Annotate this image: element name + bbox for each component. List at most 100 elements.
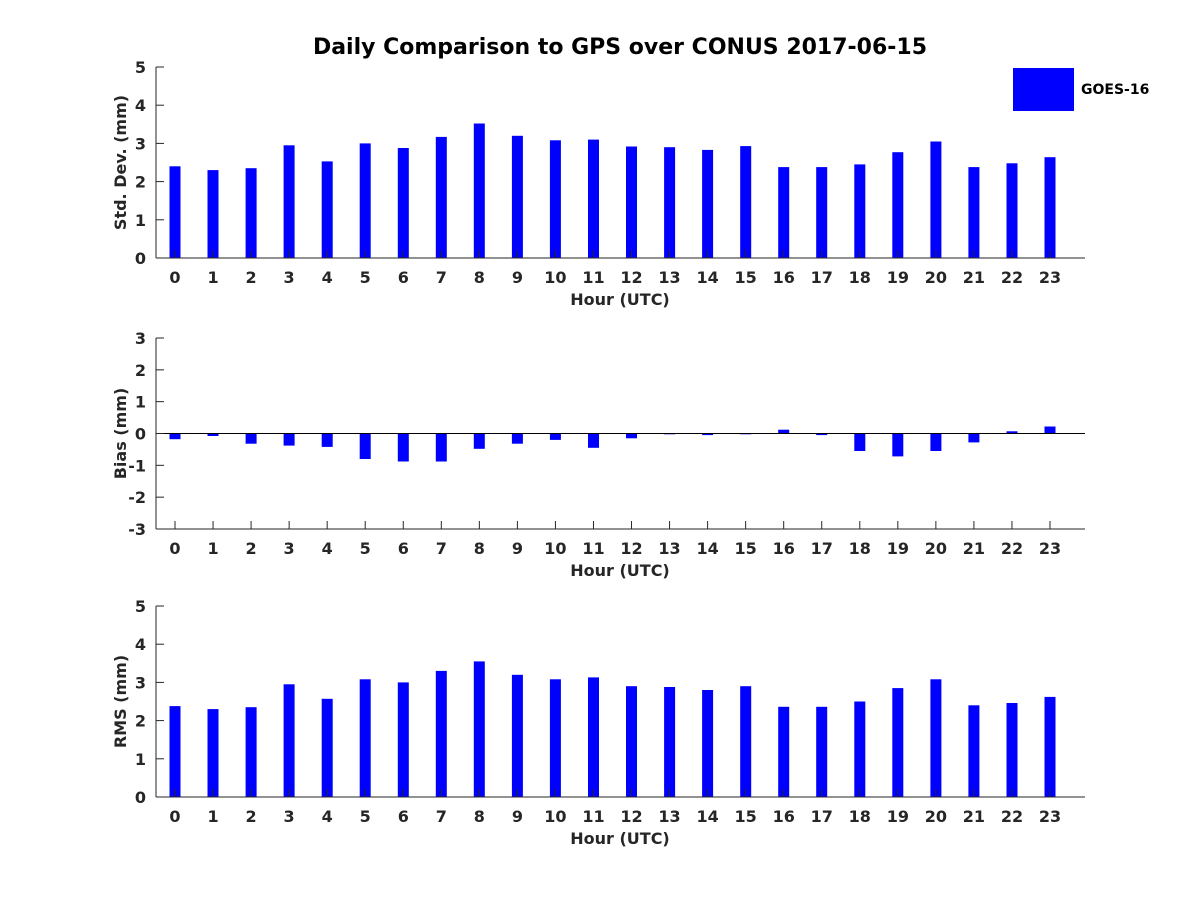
bias-bar-hour-17	[816, 433, 828, 436]
std-dev-bar-hour-20	[930, 141, 942, 258]
rms-y-tick-label: 5	[135, 597, 146, 616]
bias-bar-hour-0	[169, 433, 181, 440]
rms-bar-hour-10	[549, 679, 561, 797]
std-dev-x-tick-label: 9	[512, 268, 523, 287]
std-dev-bar-hour-19	[892, 152, 904, 258]
std-dev-bar-hour-9	[511, 135, 523, 258]
std-dev-x-tick-label: 13	[658, 268, 680, 287]
std-dev-x-tick-label: 18	[849, 268, 871, 287]
rms-bar-hour-13	[664, 687, 676, 797]
std-dev-y-tick-label: 5	[135, 58, 146, 77]
rms-x-tick-label: 2	[246, 807, 257, 826]
std-dev-x-tick-label: 21	[963, 268, 985, 287]
std-dev-bar-hour-6	[397, 148, 409, 258]
rms-bar-hour-1	[207, 709, 219, 797]
std-dev-bar-hour-4	[321, 161, 333, 258]
std-dev-x-tick-label: 4	[322, 268, 333, 287]
bias-x-tick-label: 12	[620, 539, 642, 558]
rms-bar-hour-0	[169, 706, 181, 797]
std-dev-bar-hour-18	[854, 164, 866, 258]
std-dev-bar-hour-12	[626, 146, 637, 258]
bias-x-tick-label: 0	[169, 539, 180, 558]
std-dev-bar-hour-5	[359, 143, 371, 258]
bias-bar-hour-6	[397, 433, 409, 462]
legend-swatch-goes-16	[1013, 68, 1074, 111]
rms-x-tick-label: 7	[436, 807, 447, 826]
bias-bar-hour-7	[435, 433, 447, 462]
std-dev-bar-hour-22	[1006, 163, 1018, 258]
std-dev-bar-hour-17	[816, 167, 828, 258]
rms-x-tick-label: 1	[207, 807, 218, 826]
rms-bar-hour-22	[1006, 703, 1018, 797]
bias-y-tick-label: -3	[128, 520, 146, 539]
rms-bar-hour-16	[778, 706, 790, 797]
std-dev-x-tick-label: 12	[620, 268, 642, 287]
rms-y-tick-label: 4	[135, 635, 146, 654]
rms-x-tick-label: 19	[887, 807, 909, 826]
bias-bar-hour-5	[359, 433, 371, 459]
std-dev-bar-hour-14	[702, 149, 714, 258]
rms-bar-hour-23	[1044, 696, 1056, 797]
bias-bar-hour-16	[778, 429, 790, 434]
std-dev-x-tick-label: 10	[544, 268, 566, 287]
bias-x-tick-label: 10	[544, 539, 566, 558]
std-dev-x-tick-label: 7	[436, 268, 447, 287]
std-dev-x-tick-label: 23	[1039, 268, 1061, 287]
rms-bar-hour-20	[930, 679, 942, 797]
rms-x-tick-label: 0	[169, 807, 180, 826]
std-dev-y-tick-label: 1	[135, 211, 146, 230]
std-dev-bar-hour-16	[778, 167, 790, 258]
std-dev-x-tick-label: 15	[735, 268, 757, 287]
rms-bar-hour-7	[435, 670, 447, 797]
std-dev-y-tick-label: 3	[135, 134, 146, 153]
bias-x-tick-label: 6	[398, 539, 409, 558]
std-dev-bar-hour-8	[473, 123, 485, 258]
std-dev-x-tick-label: 3	[284, 268, 295, 287]
rms-bar-hour-12	[626, 686, 637, 797]
bias-y-tick-label: 1	[135, 393, 146, 412]
bias-x-tick-label: 13	[658, 539, 680, 558]
std-dev-x-tick-label: 14	[696, 268, 718, 287]
bias-bar-hour-23	[1044, 426, 1056, 434]
bias-x-tick-label: 15	[735, 539, 757, 558]
std-dev-x-tick-label: 19	[887, 268, 909, 287]
bias-x-axis-label: Hour (UTC)	[570, 561, 670, 580]
bias-x-tick-label: 1	[207, 539, 218, 558]
rms-bar-hour-18	[854, 701, 866, 797]
bias-x-tick-label: 5	[360, 539, 371, 558]
rms-x-tick-label: 6	[398, 807, 409, 826]
bias-bar-hour-14	[702, 433, 714, 436]
bias-bar-hour-8	[473, 433, 485, 449]
rms-bar-hour-6	[397, 682, 409, 797]
rms-x-tick-label: 11	[582, 807, 604, 826]
std-dev-x-tick-label: 11	[582, 268, 604, 287]
bias-y-axis-label: Bias (mm)	[111, 388, 130, 480]
std-dev-bar-hour-3	[283, 145, 295, 258]
std-dev-y-tick-label: 4	[135, 96, 146, 115]
std-dev-x-tick-label: 5	[360, 268, 371, 287]
bias-y-tick-label: 0	[135, 425, 146, 444]
std-dev-x-tick-label: 20	[925, 268, 947, 287]
bias-bar-hour-10	[549, 433, 561, 440]
bias-y-tick-label: 3	[135, 329, 146, 348]
std-dev-x-tick-label: 6	[398, 268, 409, 287]
rms-x-tick-label: 5	[360, 807, 371, 826]
chart-title: Daily Comparison to GPS over CONUS 2017-…	[313, 35, 927, 60]
rms-x-tick-label: 14	[696, 807, 718, 826]
bias-x-tick-label: 20	[925, 539, 947, 558]
bias-bar-hour-3	[283, 433, 295, 446]
bias-bar-hour-18	[854, 433, 866, 451]
bias-x-tick-label: 8	[474, 539, 485, 558]
std-dev-y-axis-label: Std. Dev. (mm)	[111, 95, 130, 230]
bias-bar-hour-1	[207, 433, 219, 436]
rms-bar-hour-11	[588, 677, 599, 797]
rms-bar-hour-2	[245, 707, 257, 797]
rms-x-tick-label: 13	[658, 807, 680, 826]
std-dev-bar-hour-11	[588, 139, 599, 258]
bias-bar-hour-2	[245, 433, 257, 444]
bias-x-tick-label: 21	[963, 539, 985, 558]
bias-x-tick-label: 2	[246, 539, 257, 558]
bias-x-tick-label: 19	[887, 539, 909, 558]
rms-bar-hour-9	[511, 674, 523, 797]
